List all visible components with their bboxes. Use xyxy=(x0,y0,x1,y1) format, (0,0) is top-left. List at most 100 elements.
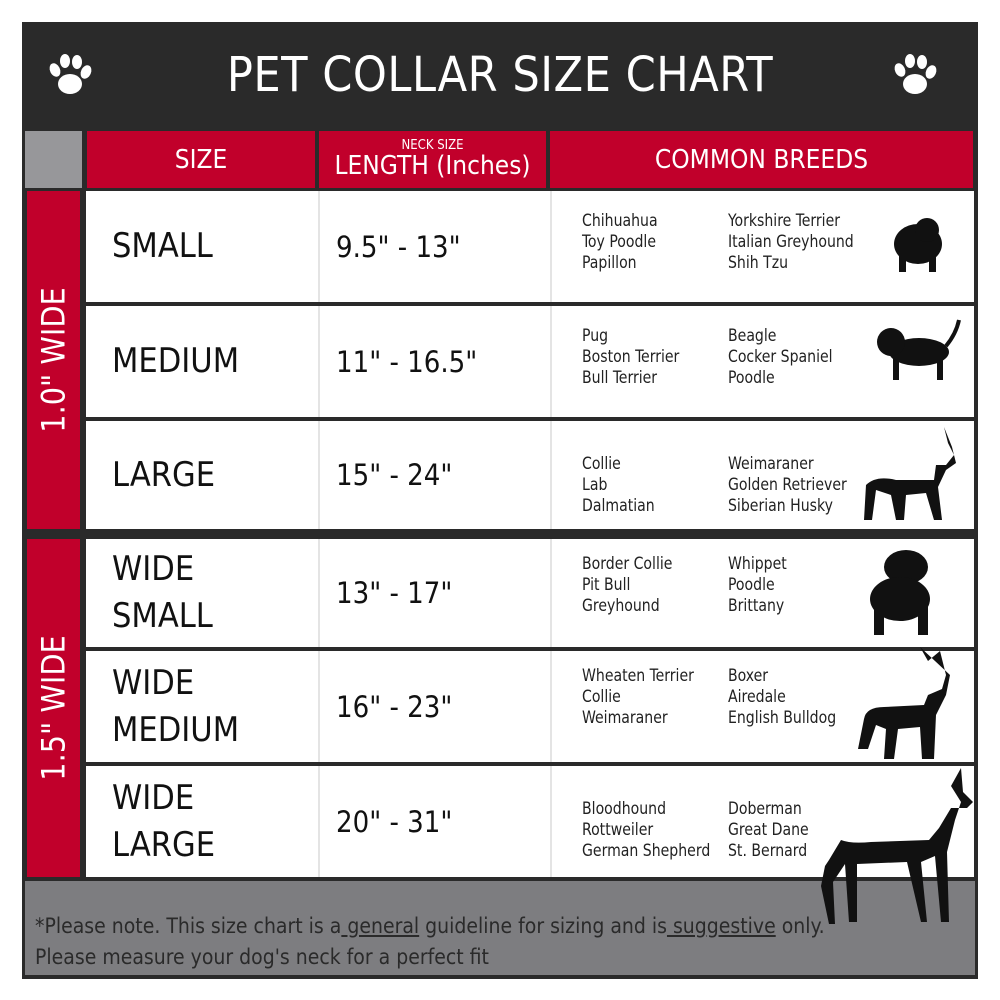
breed-name: Bloodhound xyxy=(582,799,667,819)
paw-print-icon xyxy=(49,54,92,94)
breed-name: Siberian Husky xyxy=(728,496,833,516)
breeds-cell: Bloodhound Rottweiler German Shepherd Dobe… xyxy=(550,766,974,877)
size-name: MEDIUM xyxy=(86,306,316,417)
breed-name: Italian Greyhound xyxy=(728,232,854,252)
group-label-1in: 1.0" WIDE xyxy=(27,191,80,529)
breed-name: St. Bernard xyxy=(728,841,808,861)
note-text: *Please note. This size chart is a xyxy=(35,914,342,938)
size-name: WIDE LARGE xyxy=(86,766,316,877)
neck-length: 15" - 24" xyxy=(318,421,548,529)
breed-name: Pit Bull xyxy=(582,575,631,595)
note-text: guideline for sizing and is xyxy=(419,914,667,938)
header-length-sublabel: NECK SIZE xyxy=(401,137,464,153)
note-general: general xyxy=(341,914,420,938)
breed-name: Poodle xyxy=(728,575,775,595)
breeds-cell: Collie Lab Dalmatian Weimaraner Golden Retr… xyxy=(550,421,974,529)
breed-name: Brittany xyxy=(728,596,785,616)
size-row: LARGE 15" - 24" Collie Lab Dalmatian Weima… xyxy=(86,421,974,529)
neck-length: 11" - 16.5" xyxy=(318,306,548,417)
breed-name: Weimaraner xyxy=(728,454,814,474)
breed-name: Collie xyxy=(582,687,621,707)
note-suggestive: suggestive xyxy=(666,914,776,938)
size-name: SMALL xyxy=(86,191,316,302)
dog-silhouette-icon xyxy=(894,218,942,272)
breed-name: Bull Terrier xyxy=(582,368,658,388)
neck-length: 16" - 23" xyxy=(318,651,548,762)
breed-name: Greyhound xyxy=(582,596,660,616)
footer-note: *Please note. This size chart is a gener… xyxy=(25,881,975,975)
size-name-line1: MEDIUM xyxy=(112,341,240,381)
size-name-line2: MEDIUM xyxy=(112,709,240,750)
breeds-list-a: Wheaten Terrier Collie Weimaraner xyxy=(582,666,694,729)
breeds-list-a: Bloodhound Rottweiler German Shepherd xyxy=(582,799,710,862)
breeds-list-a: Border Collie Pit Bull Greyhound xyxy=(582,554,672,617)
dog-silhouette-icon xyxy=(870,550,930,635)
breed-name: Weimaraner xyxy=(582,708,668,728)
neck-length: 13" - 17" xyxy=(318,539,548,647)
breed-name: Yorkshire Terrier xyxy=(728,211,841,231)
size-row: WIDE LARGE 20" - 31" Bloodhound Rottweiler… xyxy=(86,766,974,924)
dog-silhouette-icon xyxy=(877,319,961,380)
breed-name: Doberman xyxy=(728,799,802,819)
breeds-list-b: Beagle Cocker Spaniel Poodle xyxy=(728,326,833,389)
size-name-line1: SMALL xyxy=(112,226,213,266)
breed-name: Whippet xyxy=(728,554,787,574)
note-line-2: Please measure your dog's neck for a per… xyxy=(35,945,489,969)
breeds-cell: Chihuahua Toy Poodle Papillon Yorkshire Te… xyxy=(550,191,974,302)
size-row: SMALL 9.5" - 13" Chihuahua Toy Poodle Papi… xyxy=(86,191,974,302)
size-name-line2: SMALL xyxy=(112,596,213,636)
header-size: SIZE xyxy=(87,131,315,188)
breeds-list-b: Weimaraner Golden Retriever Siberian Husky xyxy=(728,454,847,517)
breeds-list-b: Boxer Airedale English Bulldog xyxy=(728,666,836,729)
header-length-label: LENGTH (Inches) xyxy=(334,150,531,181)
neck-length: 9.5" - 13" xyxy=(318,191,548,302)
breed-name: Chihuahua xyxy=(582,211,658,231)
size-row: MEDIUM 11" - 16.5" Pug Boston Terrier Bull… xyxy=(86,306,974,417)
size-name-line1: LARGE xyxy=(112,454,216,495)
header-length: NECK SIZE LENGTH (Inches) xyxy=(319,131,546,188)
size-name: WIDE SMALL xyxy=(86,539,316,647)
breed-name: Beagle xyxy=(728,326,777,346)
breeds-list-a: Collie Lab Dalmatian xyxy=(582,454,655,517)
breed-name: Collie xyxy=(582,454,621,474)
group-label-1-5in: 1.5" WIDE xyxy=(27,539,80,877)
size-row: WIDE SMALL 13" - 17" Border Collie Pit Bul… xyxy=(86,539,974,647)
size-name: LARGE xyxy=(86,421,316,529)
breeds-cell: Border Collie Pit Bull Greyhound Whippet Po… xyxy=(550,539,974,647)
note-text: only. xyxy=(775,914,825,938)
breed-name: Wheaten Terrier xyxy=(582,666,694,686)
size-name-line2: LARGE xyxy=(112,824,216,865)
breed-name: English Bulldog xyxy=(728,708,837,728)
breed-name: Pug xyxy=(582,326,609,346)
size-name-line1: WIDE xyxy=(112,662,195,703)
breeds-list-a: Chihuahua Toy Poodle Papillon xyxy=(582,211,658,274)
header-breeds-label: COMMON BREEDS xyxy=(654,144,869,175)
breed-name: Poodle xyxy=(728,368,775,388)
breeds-list-b: Whippet Poodle Brittany xyxy=(728,554,787,617)
chart-title: PET COLLAR SIZE CHART xyxy=(226,47,774,103)
breed-name: Boxer xyxy=(728,666,769,686)
dog-silhouette-icon xyxy=(864,427,956,520)
header-breeds: COMMON BREEDS xyxy=(550,131,973,188)
breed-name: Lab xyxy=(582,475,608,495)
group-label-text: 1.0" WIDE xyxy=(34,287,73,433)
breed-name: Airedale xyxy=(728,687,786,707)
breeds-list-a: Pug Boston Terrier Bull Terrier xyxy=(582,326,679,389)
size-row: WIDE MEDIUM 16" - 23" Wheaten Terrier Coll… xyxy=(86,647,974,762)
breeds-list-b: Doberman Great Dane St. Bernard xyxy=(728,799,809,862)
breed-name: Great Dane xyxy=(728,820,809,840)
breed-name: Papillon xyxy=(582,253,637,273)
neck-length: 20" - 31" xyxy=(318,766,548,877)
breeds-list-b: Yorkshire Terrier Italian Greyhound Shih T… xyxy=(728,211,854,274)
paw-print-icon xyxy=(894,54,937,94)
breeds-cell: Wheaten Terrier Collie Weimaraner Boxer Air… xyxy=(550,651,974,762)
breed-name: Shih Tzu xyxy=(728,253,789,273)
breeds-cell: Pug Boston Terrier Bull Terrier Beagle Cock… xyxy=(550,306,974,417)
size-name-line1: WIDE xyxy=(112,549,195,589)
header-corner xyxy=(25,131,82,188)
breed-name: Boston Terrier xyxy=(582,347,680,367)
header-size-label: SIZE xyxy=(174,144,228,175)
breed-name: German Shepherd xyxy=(582,841,711,861)
dog-silhouette-icon xyxy=(858,647,950,759)
breed-name: Rottweiler xyxy=(582,820,654,840)
